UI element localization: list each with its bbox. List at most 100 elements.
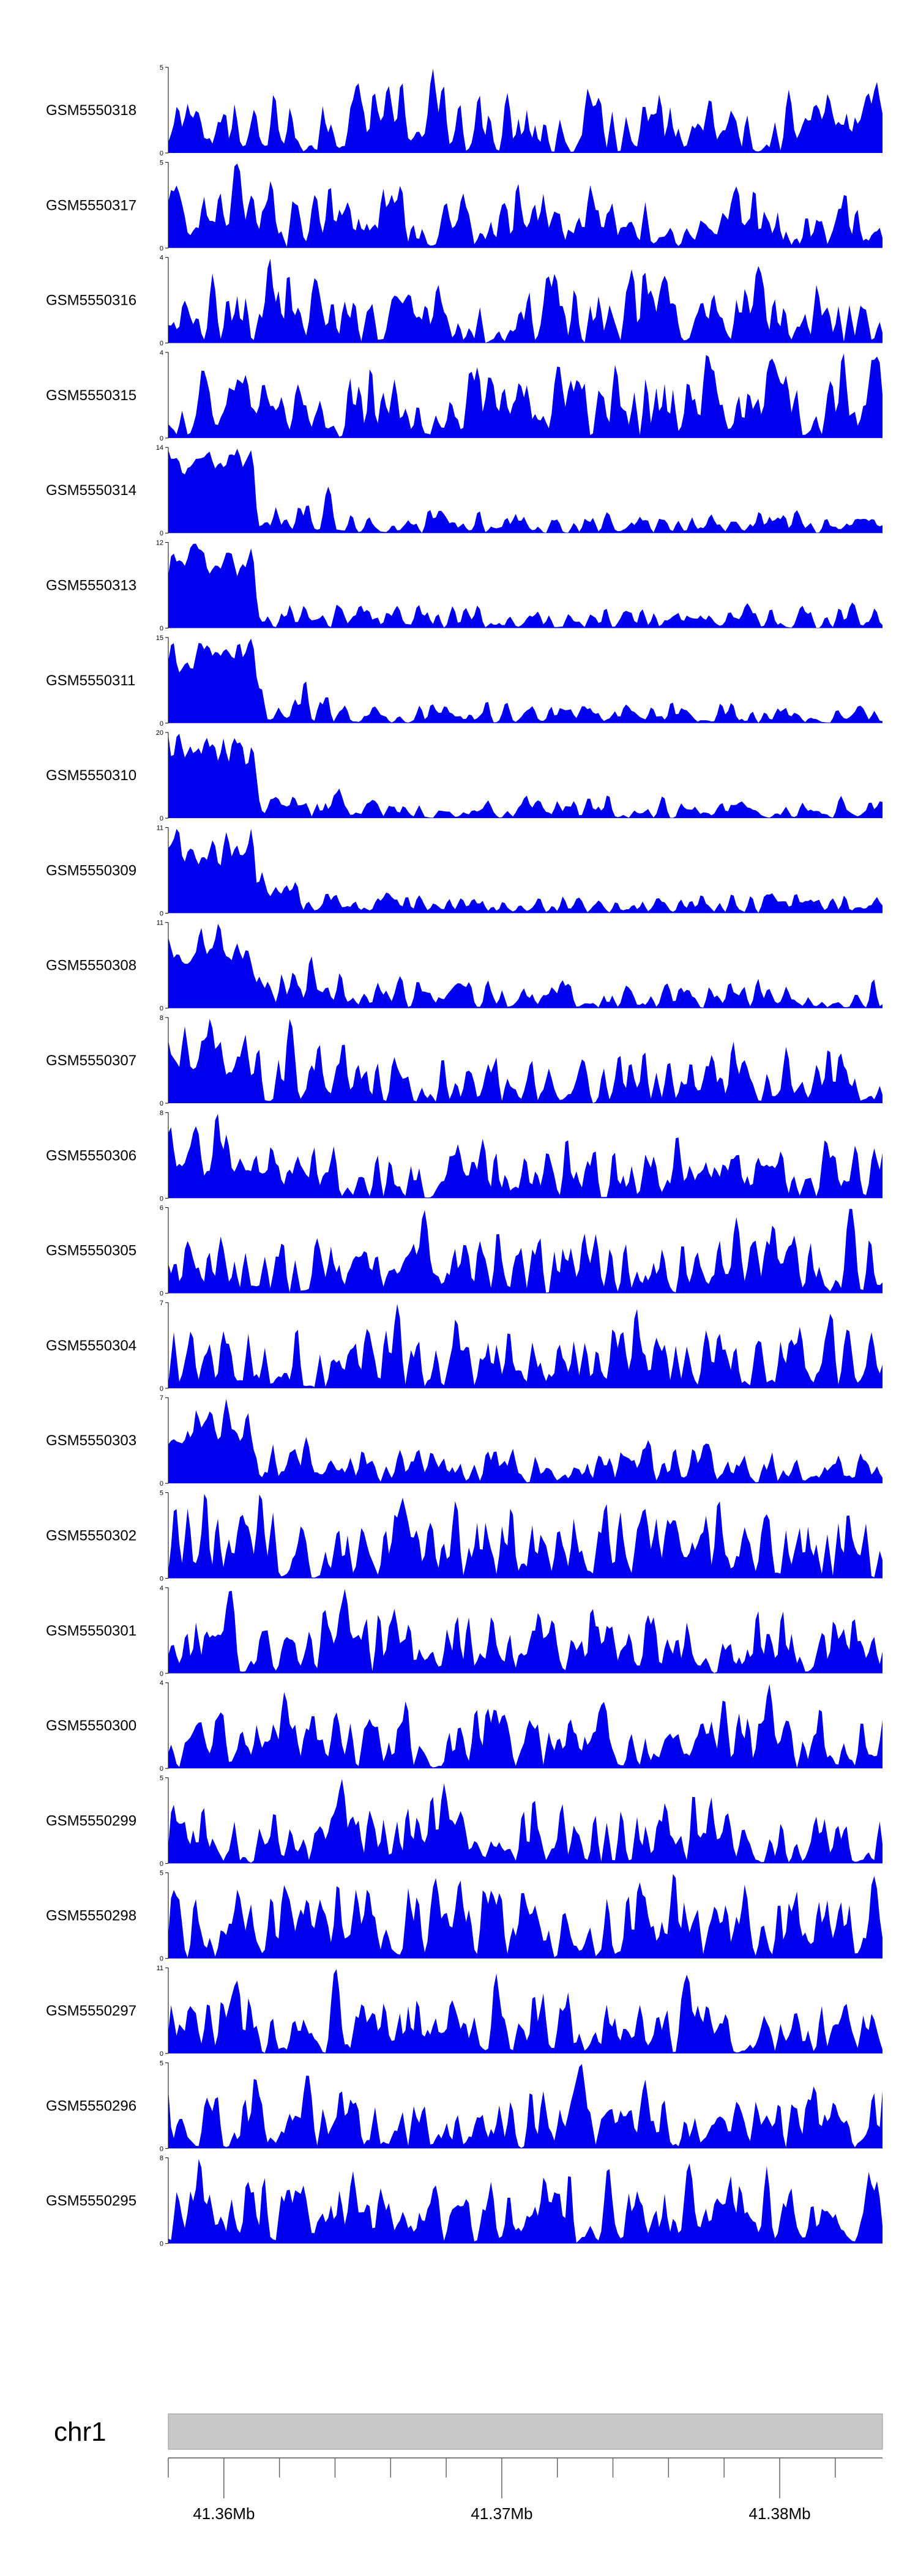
coverage-area-GSM5550306 xyxy=(168,1114,883,1199)
track-GSM5550296: GSM5550296 5 0 xyxy=(46,2060,883,2153)
y-tick-label-min: 0 xyxy=(160,815,163,822)
y-tick-label-max: 11 xyxy=(157,824,163,832)
chromosome-label: chr1 xyxy=(54,2417,106,2447)
track-GSM5550311: GSM5550311 15 0 xyxy=(46,635,883,728)
y-tick-label-max: 4 xyxy=(160,1680,163,1687)
track-GSM5550304: GSM5550304 7 0 xyxy=(46,1300,883,1393)
track-label: GSM5550313 xyxy=(46,578,136,594)
y-tick-label-min: 0 xyxy=(160,245,163,252)
y-tick-label-min: 0 xyxy=(160,1005,163,1013)
track-label: GSM5550318 xyxy=(46,102,136,119)
y-tick-label-min: 0 xyxy=(160,1765,163,1773)
track-label: GSM5550314 xyxy=(46,482,136,499)
y-tick-label-min: 0 xyxy=(160,1860,163,1867)
y-tick-label-max: 7 xyxy=(160,1394,163,1402)
track-label: GSM5550316 xyxy=(46,292,136,309)
coverage-area-GSM5550315 xyxy=(168,353,883,438)
coverage-area-GSM5550305 xyxy=(168,1208,883,1294)
track-label: GSM5550301 xyxy=(46,1623,136,1639)
coverage-area-GSM5550310 xyxy=(168,734,883,819)
coverage-area-GSM5550295 xyxy=(168,2159,883,2244)
genome-position-label: 41.36Mb xyxy=(193,2504,255,2523)
track-label: GSM5550309 xyxy=(46,862,136,879)
track-label: GSM5550310 xyxy=(46,767,136,784)
coverage-area-GSM5550300 xyxy=(168,1684,883,1769)
genome-position-label: 41.38Mb xyxy=(748,2504,810,2523)
coverage-area-GSM5550317 xyxy=(168,163,883,248)
track-GSM5550298: GSM5550298 5 0 xyxy=(46,1870,883,1963)
track-label: GSM5550296 xyxy=(46,2098,136,2114)
track-label: GSM5550302 xyxy=(46,1528,136,1544)
track-label: GSM5550317 xyxy=(46,197,136,214)
y-tick-label-max: 4 xyxy=(160,1585,163,1592)
coverage-area-GSM5550302 xyxy=(168,1494,883,1579)
track-label: GSM5550298 xyxy=(46,1908,136,1924)
y-tick-label-max: 4 xyxy=(160,349,163,357)
track-label: GSM5550315 xyxy=(46,387,136,404)
y-tick-label-max: 12 xyxy=(156,540,163,547)
coverage-tracks: GSM555031850GSM555031750GSM555031640GSM5… xyxy=(46,64,883,2248)
coverage-area-GSM5550311 xyxy=(168,638,883,723)
y-tick-label-max: 5 xyxy=(160,1774,163,1782)
genome-position-label: 41.37Mb xyxy=(471,2504,532,2523)
track-GSM5550318: GSM5550318 5 0 xyxy=(46,64,883,157)
track-label: GSM5550299 xyxy=(46,1812,136,1829)
track-label: GSM5550300 xyxy=(46,1718,136,1734)
coverage-area-GSM5550309 xyxy=(168,828,883,914)
track-label: GSM5550307 xyxy=(46,1052,136,1069)
track-GSM5550316: GSM5550316 4 0 xyxy=(46,255,883,348)
coverage-area-GSM5550318 xyxy=(168,69,883,153)
track-GSM5550295: GSM5550295 8 0 xyxy=(46,2155,883,2248)
y-tick-label-max: 7 xyxy=(160,1300,163,1307)
y-tick-label-min: 0 xyxy=(160,1195,163,1202)
y-tick-label-min: 0 xyxy=(160,2145,163,2153)
y-tick-label-min: 0 xyxy=(160,340,163,348)
track-GSM5550305: GSM5550305 6 0 xyxy=(46,1205,883,1298)
y-tick-label-max: 4 xyxy=(160,255,163,262)
genome-axis-ticks: 41.36Mb 41.37Mb 41.38Mb xyxy=(168,2457,883,2523)
track-label: GSM5550297 xyxy=(46,2003,136,2019)
y-tick-label-max: 20 xyxy=(156,729,163,737)
y-tick-label-max: 15 xyxy=(156,635,163,642)
track-label: GSM5550303 xyxy=(46,1432,136,1449)
y-tick-label-min: 0 xyxy=(160,625,163,633)
coverage-area-GSM5550316 xyxy=(168,258,883,343)
track-GSM5550314: GSM5550314 14 0 xyxy=(46,444,883,537)
y-tick-label-max: 5 xyxy=(160,2060,163,2067)
coverage-area-GSM5550303 xyxy=(168,1399,883,1484)
coverage-area-GSM5550298 xyxy=(168,1874,883,1959)
coverage-area-GSM5550308 xyxy=(168,923,883,1008)
y-tick-label-min: 0 xyxy=(160,1480,163,1487)
coverage-area-GSM5550299 xyxy=(168,1779,883,1864)
coverage-area-GSM5550313 xyxy=(168,543,883,628)
y-tick-label-max: 8 xyxy=(160,1014,163,1022)
coverage-area-GSM5550296 xyxy=(168,2064,883,2149)
y-tick-label-max: 14 xyxy=(156,444,163,452)
y-tick-label-min: 0 xyxy=(160,2241,163,2248)
y-tick-label-min: 0 xyxy=(160,1576,163,1583)
y-tick-label-min: 0 xyxy=(160,720,163,728)
track-label: GSM5550295 xyxy=(46,2193,136,2209)
y-tick-label-min: 0 xyxy=(160,2050,163,2058)
track-GSM5550313: GSM5550313 12 0 xyxy=(46,540,883,633)
track-GSM5550297: GSM5550297 11 0 xyxy=(46,1965,883,2058)
track-GSM5550308: GSM5550308 11 0 xyxy=(46,920,883,1013)
coverage-area-GSM5550297 xyxy=(168,1969,883,2053)
y-tick-label-min: 0 xyxy=(160,910,163,917)
y-tick-label-min: 0 xyxy=(160,530,163,537)
track-GSM5550307: GSM5550307 8 0 xyxy=(46,1014,883,1107)
track-GSM5550302: GSM5550302 5 0 xyxy=(46,1490,883,1583)
y-tick-label-min: 0 xyxy=(160,1956,163,1963)
y-tick-label-max: 5 xyxy=(160,159,163,166)
y-tick-label-min: 0 xyxy=(160,1670,163,1678)
coverage-area-GSM5550314 xyxy=(168,449,883,534)
coverage-area-GSM5550301 xyxy=(168,1588,883,1673)
y-tick-label-max: 11 xyxy=(157,920,163,927)
track-GSM5550300: GSM5550300 4 0 xyxy=(46,1680,883,1773)
track-GSM5550299: GSM5550299 5 0 xyxy=(46,1774,883,1867)
track-label: GSM5550308 xyxy=(46,958,136,974)
track-GSM5550306: GSM5550306 8 0 xyxy=(46,1109,883,1202)
y-tick-label-max: 8 xyxy=(160,1109,163,1117)
coverage-area-GSM5550304 xyxy=(168,1303,883,1388)
